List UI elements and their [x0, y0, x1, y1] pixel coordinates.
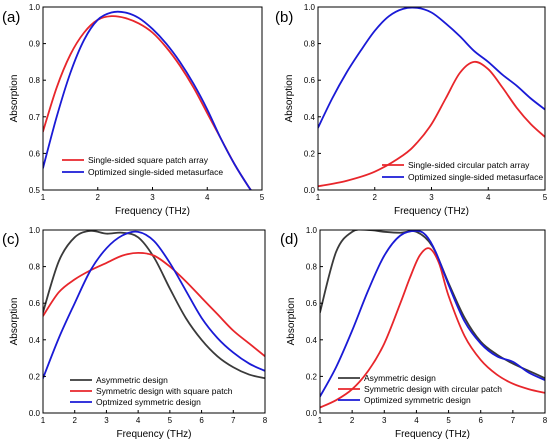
legend-entry: Optimized single-sided metasurface: [408, 172, 543, 182]
panel-label: (d): [280, 231, 298, 248]
x-tick-label: 4: [205, 193, 210, 202]
plot-frame: [319, 229, 546, 414]
legend-entry: Symmetric design with square patch: [96, 386, 233, 396]
y-tick-label: 0.8: [306, 263, 318, 272]
legend-entry: Single-sided circular patch array: [408, 160, 530, 170]
x-tick-label: 4: [486, 193, 491, 202]
panel-label: (b): [275, 9, 293, 26]
panel-a: 1 2 3 4 5 0.5 0.6 0.7 0.8 0.9 1.0 Frequency (THz) Ab…: [2, 3, 265, 217]
y-axis-label: Absorption: [9, 75, 20, 123]
y-tick-label: 0.4: [29, 336, 41, 345]
x-tick-label: 2: [96, 193, 101, 202]
series-line-1: [43, 230, 265, 380]
y-tick-label: 0.6: [306, 299, 318, 308]
y-tick-label: 0.2: [306, 372, 318, 381]
x-tick-label: 4: [414, 416, 419, 425]
panel-label: (c): [2, 231, 20, 248]
legend-entry: Symmetric design with circular patch: [364, 384, 502, 394]
x-tick-label: 7: [231, 416, 236, 425]
y-tick-label: 1.0: [29, 226, 41, 235]
panel-label: (a): [2, 9, 20, 26]
x-tick-label: 1: [41, 416, 46, 425]
series-line-2: [43, 10, 252, 190]
x-tick-label: 1: [316, 193, 321, 202]
x-tick-label: 8: [543, 416, 548, 425]
y-tick-label: 0.7: [29, 113, 41, 122]
y-tick-label: 1.0: [306, 226, 318, 235]
legend-entry: Optimized symmetric design: [364, 395, 471, 405]
x-tick-label: 5: [446, 416, 451, 425]
plot-frame: [42, 229, 266, 414]
series-line-2: [320, 247, 545, 409]
legend: Single-sided circular patch array Optimiz…: [382, 160, 543, 182]
series-line-3: [320, 230, 545, 398]
series-line-2: [318, 7, 545, 129]
legend-entry: Optmized symmetric design: [96, 397, 201, 407]
x-tick-label: 6: [199, 416, 204, 425]
y-tick-label: 0.2: [304, 149, 316, 158]
y-tick-label: 0.6: [304, 76, 316, 85]
legend-entry: Asymmetric design: [364, 373, 436, 383]
series-line-3: [43, 230, 265, 380]
panel-d: 1 2 3 4 5 6 7 8 0.0 0.2 0.4 0.6 0.8 1.0 Frequency (THz…: [280, 226, 548, 439]
y-tick-label: 0.5: [29, 186, 41, 195]
y-tick-label: 0.6: [29, 299, 41, 308]
y-tick-label: 0.8: [304, 40, 316, 49]
x-tick-label: 2: [72, 416, 77, 425]
x-tick-label: 7: [511, 416, 516, 425]
x-tick-label: 3: [104, 416, 109, 425]
y-tick-label: 0.0: [29, 409, 41, 418]
y-tick-label: 0.4: [306, 336, 318, 345]
x-tick-label: 8: [263, 416, 268, 425]
x-tick-label: 2: [350, 416, 355, 425]
legend-entry: Asymmetric design: [96, 375, 168, 385]
y-axis-label: Absorption: [286, 298, 297, 346]
series-line-1: [318, 60, 545, 188]
legend-entry: Single-sided square patch array: [88, 155, 209, 165]
x-tick-label: 3: [429, 193, 434, 202]
y-tick-label: 0.8: [29, 263, 41, 272]
x-axis-label: Frequency (THz): [395, 429, 470, 439]
y-axis-label: Absorption: [9, 298, 20, 346]
x-tick-label: 3: [150, 193, 155, 202]
x-tick-label: 1: [318, 416, 323, 425]
x-tick-label: 6: [478, 416, 483, 425]
x-tick-label: 2: [373, 193, 378, 202]
panel-c: 1 2 3 4 5 6 7 8 0.0 0.2 0.4 0.6 0.8 1.0 Frequency (THz…: [2, 226, 268, 439]
x-tick-label: 3: [382, 416, 387, 425]
y-tick-label: 0.0: [304, 186, 316, 195]
x-tick-label: 4: [136, 416, 141, 425]
legend: Single-sided square patch array Optimized…: [62, 155, 223, 177]
x-tick-label: 5: [543, 193, 548, 202]
x-tick-label: 5: [168, 416, 173, 425]
series-line-2: [43, 251, 265, 358]
y-tick-label: 0.6: [29, 149, 41, 158]
x-axis-label: Frequency (THz): [394, 206, 469, 217]
y-tick-label: 0.0: [306, 409, 318, 418]
y-tick-label: 1.0: [304, 3, 316, 12]
panel-b: 1 2 3 4 5 0.0 0.2 0.4 0.6 0.8 1.0 Frequency (THz) Ab…: [275, 3, 548, 217]
x-axis-label: Frequency (THz): [116, 429, 191, 439]
y-tick-label: 0.9: [29, 40, 41, 49]
x-tick-label: 5: [260, 193, 265, 202]
y-tick-label: 0.2: [29, 372, 41, 381]
y-axis-label: Absorption: [284, 75, 295, 123]
x-axis-label: Frequency (THz): [115, 206, 190, 217]
y-tick-label: 1.0: [29, 3, 41, 12]
y-tick-label: 0.8: [29, 76, 41, 85]
y-tick-label: 0.4: [304, 113, 316, 122]
legend-entry: Optimized single-sided metasurface: [88, 167, 223, 177]
x-tick-label: 1: [41, 193, 46, 202]
